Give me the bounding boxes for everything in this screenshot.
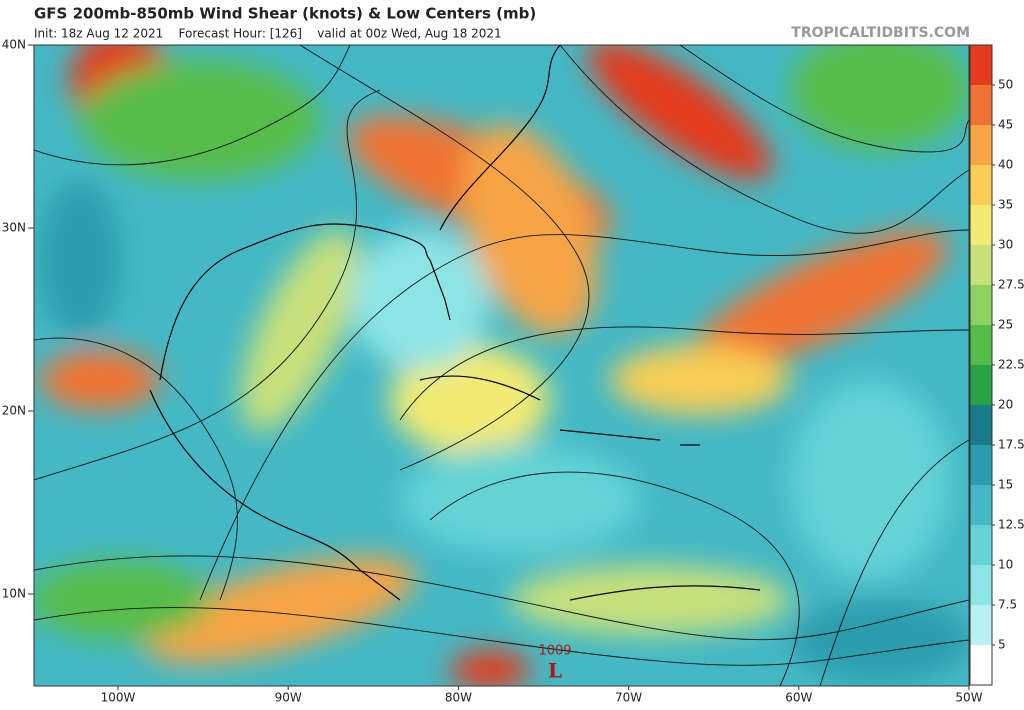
longitude-label: 60W xyxy=(785,691,812,705)
colorbar-band xyxy=(970,605,992,645)
colorbar-band xyxy=(970,445,992,485)
colorbar-label: 30 xyxy=(998,238,1013,252)
longitude-axis: 100W 90W 80W 70W 60W 50W xyxy=(101,686,983,705)
subtitle: Init: 18z Aug 12 2021 Forecast Hour: [12… xyxy=(34,27,502,41)
colorbar-band xyxy=(970,245,992,285)
colorbar-label: 40 xyxy=(998,158,1013,172)
colorbar-label: 35 xyxy=(998,198,1013,212)
latitude-label: 40N xyxy=(2,38,26,52)
colorbar: 50 45 40 35 30 27.5 25 22.5 20 17.5 15 12.5 10 7.5 5 xyxy=(969,44,1024,686)
latitude-label: 10N xyxy=(2,587,26,601)
colorbar-band xyxy=(970,325,992,365)
colorbar-label: 7.5 xyxy=(998,598,1017,612)
colorbar-band xyxy=(970,405,992,445)
low-pressure-value: 1009 xyxy=(538,644,571,659)
colorbar-label: 25 xyxy=(998,318,1013,332)
colorbar-band xyxy=(970,85,992,125)
colorbar-band xyxy=(970,645,992,685)
colorbar-band xyxy=(970,365,992,405)
colorbar-band xyxy=(970,525,992,565)
title: GFS 200mb-850mb Wind Shear (knots) & Low… xyxy=(34,5,536,23)
colorbar-band xyxy=(970,125,992,165)
longitude-label: 70W xyxy=(615,691,642,705)
colorbar-label: 27.5 xyxy=(998,278,1024,292)
longitude-label: 80W xyxy=(445,691,472,705)
brand: TROPICALTIDBITS.COM xyxy=(791,25,970,41)
map-frame xyxy=(33,44,970,687)
colorbar-label: 10 xyxy=(998,558,1013,572)
colorbar-band xyxy=(970,205,992,245)
colorbar-band xyxy=(970,285,992,325)
longitude-label: 90W xyxy=(275,691,302,705)
streamlines xyxy=(34,45,969,686)
colorbar-band xyxy=(970,565,992,605)
latitude-axis: 40N 30N 20N 10N xyxy=(2,38,34,601)
longitude-label: 100W xyxy=(101,691,136,705)
colorbar-label: 12.5 xyxy=(998,518,1024,532)
low-center-symbol: L xyxy=(548,659,562,683)
longitude-label: 50W xyxy=(955,691,982,705)
colorbar-label: 5 xyxy=(998,638,1006,652)
coastlines xyxy=(149,45,761,601)
colorbar-label: 45 xyxy=(998,118,1013,132)
latitude-label: 30N xyxy=(2,221,26,235)
shear-map xyxy=(34,45,969,686)
colorbar-label: 17.5 xyxy=(998,438,1024,452)
latitude-label: 20N xyxy=(2,404,26,418)
colorbar-band xyxy=(970,485,992,525)
colorbar-label: 20 xyxy=(998,398,1013,412)
colorbar-band xyxy=(970,165,992,205)
colorbar-label: 22.5 xyxy=(998,358,1024,372)
colorbar-label: 50 xyxy=(998,78,1013,92)
colorbar-label: 15 xyxy=(998,478,1013,492)
colorbar-band xyxy=(970,45,992,85)
